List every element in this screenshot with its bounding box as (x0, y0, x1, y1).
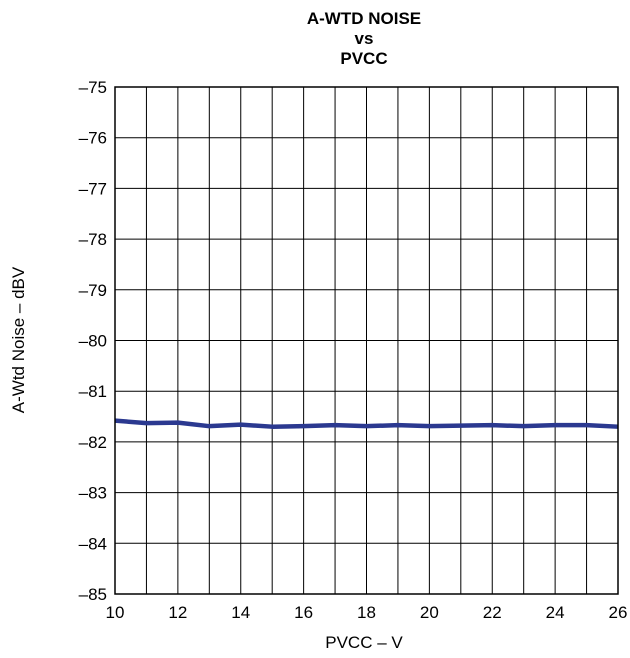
y-tick-label: –82 (79, 433, 107, 452)
grid (114, 86, 619, 595)
y-tick-label: –80 (79, 332, 107, 351)
chart-title-line-1: A-WTD NOISE (307, 9, 421, 28)
y-tick-label: –78 (79, 230, 107, 249)
series-group (114, 418, 619, 429)
chart-title-line-2: vs (355, 29, 374, 48)
series-line (114, 418, 619, 429)
y-axis-ticks: –75 –76 –77 –78 –79 –80 –81 –82 –83 –84 –85 (79, 78, 107, 604)
x-tick-label: 12 (168, 603, 187, 622)
y-tick-label: –83 (79, 484, 107, 503)
y-tick-label: –84 (79, 534, 107, 553)
x-tick-label: 14 (231, 603, 250, 622)
y-tick-label: –75 (79, 78, 107, 97)
x-tick-label: 10 (106, 603, 125, 622)
chart-title-line-3: PVCC (340, 49, 387, 68)
x-tick-label: 16 (294, 603, 313, 622)
y-tick-label: –76 (79, 129, 107, 148)
plot-frame (114, 86, 619, 595)
x-axis-ticks: 10 12 14 16 18 20 22 24 26 (106, 603, 628, 622)
y-axis-label: A-Wtd Noise – dBV (9, 266, 28, 413)
y-tick-label: –85 (79, 585, 107, 604)
chart-title: A-WTD NOISE vs PVCC (307, 9, 421, 68)
y-tick-label: –81 (79, 382, 107, 401)
x-tick-label: 18 (357, 603, 376, 622)
x-tick-label: 24 (546, 603, 565, 622)
x-tick-label: 26 (609, 603, 628, 622)
x-tick-label: 22 (483, 603, 502, 622)
x-tick-label: 20 (420, 603, 439, 622)
y-tick-label: –79 (79, 281, 107, 300)
x-axis-label: PVCC – V (325, 633, 403, 652)
y-tick-label: –77 (79, 179, 107, 198)
